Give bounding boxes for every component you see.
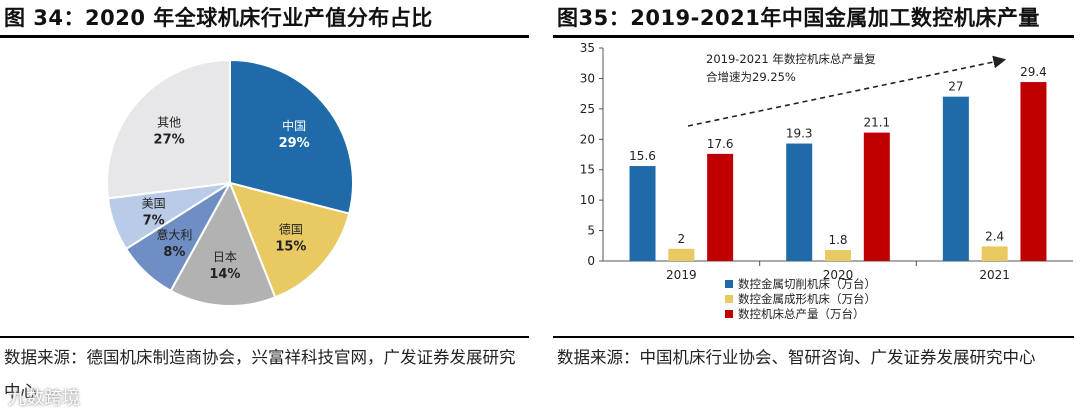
pie-slice-5 <box>106 58 231 200</box>
right-source-rule <box>553 336 1074 338</box>
x-tick-label: 2021 <box>979 268 1010 282</box>
bar-0-2020 <box>786 143 813 261</box>
y-tick-label: 5 <box>587 224 595 238</box>
y-tick-label: 0 <box>587 254 595 268</box>
bar-1-2021 <box>981 246 1008 261</box>
y-tick-label: 15 <box>580 163 595 177</box>
bar-value-label: 21.1 <box>863 116 890 130</box>
pie-slice-value: 14% <box>209 267 240 282</box>
bar-value-label: 2 <box>678 232 686 246</box>
pie-slice-value: 27% <box>154 132 185 147</box>
right-figure-title: 图35：2019-2021年中国金属加工数控机床产量 <box>557 6 1040 30</box>
bar-value-label: 17.6 <box>707 137 734 151</box>
bar-0-2021 <box>942 96 969 261</box>
pie-slice-2 <box>169 180 277 307</box>
bar-value-label: 2.4 <box>985 229 1004 243</box>
right-title-rule <box>553 35 1074 38</box>
left-title-rule <box>0 35 529 38</box>
legend-swatch <box>725 295 733 303</box>
bar-chart: 0 5 10 15 20 25 30 35 2019 15.6 2 17.6 2020 19.3 1.8 21… <box>580 41 1073 321</box>
annotation-line: 合增速为29.25% <box>706 70 796 84</box>
pie-slice-label: 美国 <box>142 196 166 210</box>
legend-label: 数控金属切削机床（万台） <box>738 277 876 291</box>
legend-label: 数控金属成形机床（万台） <box>738 292 876 306</box>
x-tick-label: 2020 <box>823 268 854 282</box>
pie-slice-label: 意大利 <box>156 227 192 242</box>
bar-value-label: 27 <box>948 80 963 94</box>
y-tick-label: 35 <box>580 41 595 55</box>
pie-chart: 中国 29% 德国 15% 日本 14% 意大利 8% 美国 7% 其他 27% <box>106 58 354 307</box>
x-tick-label: 2019 <box>666 268 697 282</box>
bar-1-2020 <box>825 250 851 261</box>
pie-slice-label: 日本 <box>213 250 237 264</box>
bar-value-label: 15.6 <box>629 149 656 163</box>
legend-swatch <box>725 280 733 288</box>
legend-swatch <box>725 310 733 318</box>
right-figure: 图35：2019-2021年中国金属加工数控机床产量 0 5 10 15 20 25 30 3… <box>553 0 1080 414</box>
pie-slice-value: 7% <box>143 213 165 228</box>
bar-0-2019 <box>629 166 656 261</box>
right-figure-source: 数据来源：中国机床行业协会、智研咨询、广发证券发展研究中心 <box>557 348 1036 367</box>
bar-value-label: 19.3 <box>786 127 813 141</box>
annotation-line: 2019-2021 年数控机床总产量复 <box>706 52 876 66</box>
pie-slice-value: 15% <box>275 240 306 255</box>
legend-label: 数控机床总产量（万台） <box>738 307 865 321</box>
bar-2-2019 <box>707 153 734 261</box>
y-tick-label: 10 <box>580 193 595 207</box>
bar-2-2020 <box>863 132 890 261</box>
left-source-rule <box>0 336 529 338</box>
pie-slice-1 <box>228 181 351 299</box>
y-tick-label: 30 <box>580 71 595 85</box>
y-tick-label: 25 <box>580 102 595 116</box>
left-figure-title: 图 34：2020 年全球机床行业产值分布占比 <box>4 6 433 30</box>
pie-slice-value: 29% <box>279 136 310 151</box>
bar-value-label: 1.8 <box>828 233 847 247</box>
pie-slice-label: 其他 <box>157 115 181 129</box>
y-tick-label: 20 <box>580 132 595 146</box>
watermark: 九数跨境 <box>8 388 80 409</box>
bar-value-label: 29.4 <box>1020 65 1047 79</box>
pie-slice-label: 德国 <box>279 222 303 237</box>
pie-slice-0 <box>229 58 354 215</box>
pie-slice-value: 8% <box>163 245 185 260</box>
bar-1-2019 <box>668 248 695 261</box>
pie-slice-label: 中国 <box>282 118 306 133</box>
bar-2-2021 <box>1020 82 1047 261</box>
left-figure: 图 34：2020 年全球机床行业产值分布占比 中国 29% 德国 15% 日本 14% 意… <box>0 0 535 414</box>
left-figure-source: 数据来源：德国机床制造商协会，兴富祥科技官网，广发证券发展研究中心 <box>4 348 516 401</box>
